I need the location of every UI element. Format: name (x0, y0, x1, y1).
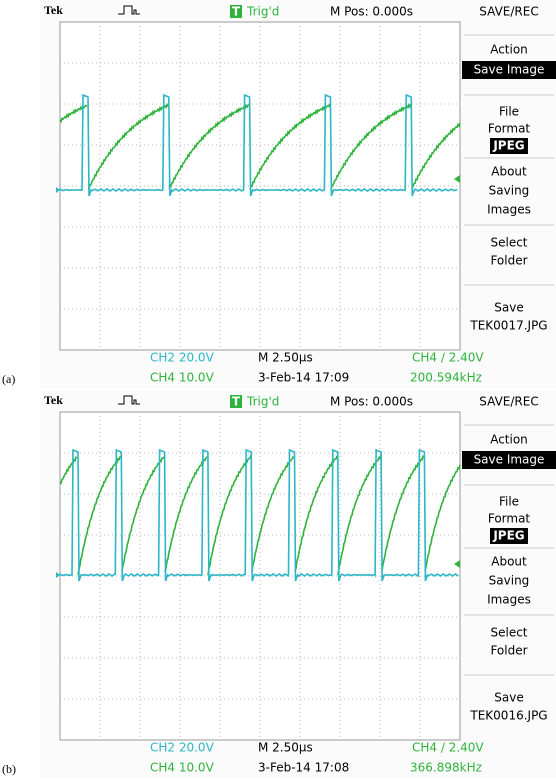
menu-title: SAVE/REC (479, 5, 538, 19)
brand: Tek (44, 393, 63, 407)
menu-file: File (499, 495, 519, 509)
menu-about: Saving (489, 574, 530, 588)
menu-about: Images (487, 203, 531, 217)
menu-format-value: JPEG (492, 139, 524, 153)
menu-save: Save (494, 691, 523, 705)
menu-about: Saving (489, 184, 530, 198)
trigger-status: Trig'd (246, 395, 279, 409)
figure: Tek T Trig'd M Pos: 0.000s SAVE/REC Action Sav… (0, 0, 556, 780)
panel-label: (b) (2, 762, 16, 776)
menu-about: About (491, 165, 527, 179)
panel-label: (a) (2, 372, 15, 386)
trigger-level: CH4 ∕ 2.40V (412, 351, 484, 365)
menu-about: Images (487, 593, 531, 607)
menu-format: Format (488, 122, 531, 136)
page: Tek T Trig'd M Pos: 0.000s SAVE/REC Action Sav… (0, 0, 556, 780)
channel-4-scale: CH4 10.0V (150, 761, 215, 775)
menu-select: Folder (490, 644, 527, 658)
menu-action: Action (490, 43, 528, 57)
trigger-status: Trig'd (246, 5, 279, 19)
menu-file: File (499, 105, 519, 119)
menu-action-value: Save Image (474, 453, 545, 467)
menu-select: Select (490, 236, 527, 250)
date-time: 3-Feb-14 17:08 (258, 761, 349, 775)
trigger-icon: T (232, 395, 241, 409)
date-time: 3-Feb-14 17:09 (258, 371, 349, 385)
trigger-icon: T (232, 5, 241, 19)
menu-save-file: TEK0017.JPG (469, 319, 547, 333)
channel-2-scale: CH2 20.0V (150, 351, 215, 365)
menu-format-value: JPEG (492, 529, 524, 543)
scope-panel: Tek T Trig'd M Pos: 0.000s SAVE/REC Action Sav… (2, 0, 556, 388)
menu-select: Folder (490, 254, 527, 268)
menu-about: About (491, 555, 527, 569)
horizontal-position: M Pos: 0.000s (330, 5, 413, 19)
menu-action: Action (490, 433, 528, 447)
trigger-level: CH4 ∕ 2.40V (412, 741, 484, 755)
horizontal-position: M Pos: 0.000s (330, 395, 413, 409)
menu-save-file: TEK0016.JPG (469, 709, 547, 723)
timebase: M 2.50µs (258, 351, 313, 365)
frequency: 200.594kHz (410, 371, 482, 385)
channel-2-scale: CH2 20.0V (150, 741, 215, 755)
menu-save: Save (494, 301, 523, 315)
menu-title: SAVE/REC (479, 395, 538, 409)
menu-action-value: Save Image (474, 63, 545, 77)
scope-panel: Tek T Trig'd M Pos: 0.000s SAVE/REC Action Sav… (2, 390, 556, 778)
timebase: M 2.50µs (258, 741, 313, 755)
frequency: 366.898kHz (410, 761, 482, 775)
menu-format: Format (488, 512, 531, 526)
channel-4-scale: CH4 10.0V (150, 371, 215, 385)
brand: Tek (44, 3, 63, 17)
menu-select: Select (490, 626, 527, 640)
